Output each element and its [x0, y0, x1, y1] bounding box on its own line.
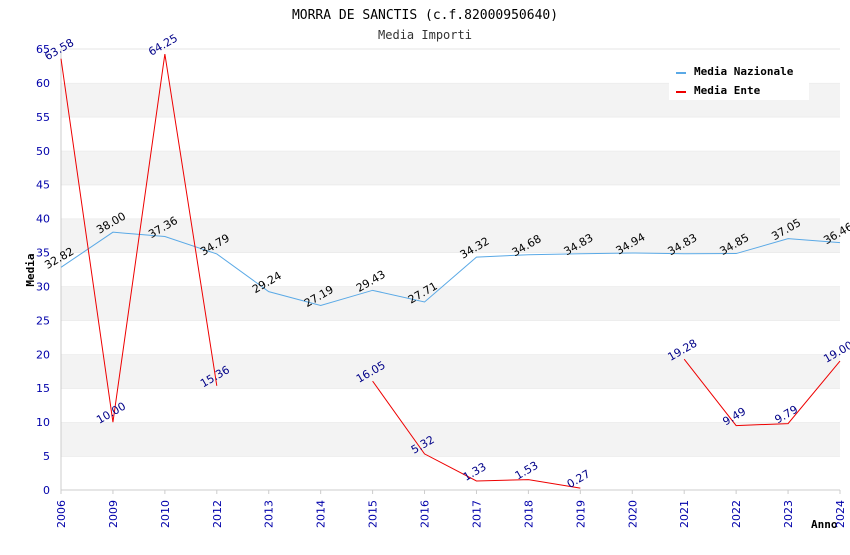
x-tick-label: 2018 [522, 500, 535, 528]
grid-band [61, 320, 840, 355]
grid-band [61, 286, 840, 321]
legend: Media Nazionale Media Ente [669, 60, 809, 100]
x-tick-label: 2014 [315, 500, 328, 528]
chart-title: MORRA DE SANCTIS (c.f.82000950640) [292, 8, 558, 23]
y-tick-label: 5 [43, 450, 50, 463]
y-tick-label: 65 [36, 43, 50, 56]
grid-band [61, 218, 840, 253]
y-axis-ticks: 0 5 10 15 20 25 30 35 40 45 50 55 60 65 [36, 43, 50, 497]
y-tick-label: 0 [43, 484, 50, 497]
grid-band [61, 116, 840, 151]
x-tick-label: 2023 [782, 500, 795, 528]
y-tick-label: 35 [36, 247, 50, 260]
series-line-media-ente [683, 358, 841, 427]
y-tick-label: 40 [36, 213, 50, 226]
y-tick-label: 20 [36, 348, 50, 361]
grid-band [61, 354, 840, 389]
x-axis-ticks: 2006 2009 2010 2012 2013 2014 2015 2016 2017 2018… [55, 490, 847, 528]
y-tick-label: 15 [36, 382, 50, 395]
x-tick-label: 2015 [367, 500, 380, 528]
y-tick-label: 55 [36, 111, 50, 124]
x-tick-label: 2006 [55, 500, 68, 528]
x-tick-label: 2016 [419, 500, 432, 528]
y-tick-label: 45 [36, 179, 50, 192]
x-tick-label: 2019 [574, 500, 587, 528]
grid-band [61, 456, 840, 490]
legend-label-media-ente: Media Ente [694, 84, 761, 97]
series-line-media-nazionale [60, 231, 841, 307]
series-lines [60, 54, 841, 489]
axes [60, 49, 840, 491]
chart-subtitle: Media Importi [378, 28, 472, 42]
x-tick-label: 2021 [678, 500, 691, 528]
legend-label-media-nazionale: Media Nazionale [694, 65, 794, 78]
series-line-media-ente [60, 54, 218, 423]
x-tick-label: 2017 [470, 500, 483, 528]
x-tick-label: 2020 [626, 500, 639, 528]
legend-box [669, 60, 809, 100]
x-axis-title: Anno [811, 518, 838, 531]
x-tick-label: 2022 [730, 500, 743, 528]
x-tick-label: 2012 [211, 500, 224, 528]
grid-band [61, 150, 840, 185]
y-axis-title: Media [24, 253, 37, 286]
y-tick-label: 10 [36, 416, 50, 429]
x-tick-label: 2009 [107, 500, 120, 528]
y-tick-label: 30 [36, 280, 50, 293]
grid-band [61, 184, 840, 219]
grid-band [61, 422, 840, 457]
x-tick-label: 2010 [159, 500, 172, 528]
grid-bands [61, 48, 840, 490]
grid-band [61, 252, 840, 287]
x-tick-label: 2013 [263, 500, 276, 528]
grid-band [61, 388, 840, 423]
series-line-media-ente [372, 380, 581, 489]
x-tick-label: 2024 [834, 500, 847, 528]
y-tick-label: 25 [36, 314, 50, 327]
y-tick-label: 50 [36, 145, 50, 158]
y-tick-label: 60 [36, 77, 50, 90]
